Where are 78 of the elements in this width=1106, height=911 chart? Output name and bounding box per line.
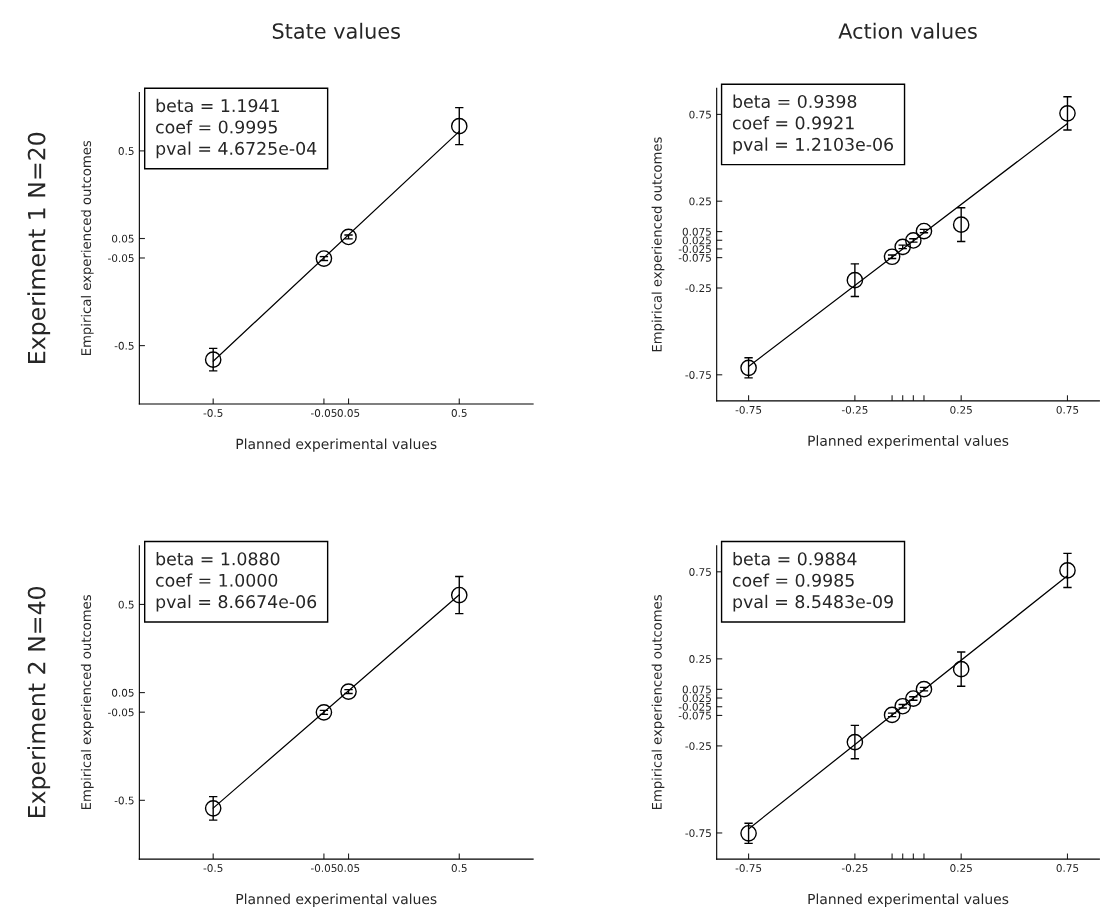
y-tick-label: -0.75 — [685, 371, 711, 379]
point — [915, 680, 933, 698]
annotation: beta = 0.9884 coef = 0.9985 pval = 8.5483e-09 — [732, 551, 893, 612]
point — [952, 216, 970, 233]
x-tick-label: 0.25 — [950, 405, 972, 414]
x-tick-label: 0.5 — [451, 864, 467, 872]
x-tick-label: -0.5 — [203, 409, 223, 417]
y-tick-label: 0.025 — [682, 236, 711, 245]
y-tick-label: 0.075 — [682, 685, 711, 694]
y-tick-label: 0.5 — [118, 147, 134, 155]
x-tick-label: 0.05 — [337, 864, 360, 872]
point — [450, 117, 468, 135]
annotation: beta = 1.1941 coef = 0.9995 pval = 4.6725e-04 — [156, 98, 317, 159]
x-tick-label: 0.75 — [1056, 405, 1079, 414]
y-tick-label: -0.5 — [114, 341, 134, 350]
y-tick-label: -0.075 — [678, 253, 711, 262]
x-tick-label: -0.05 — [310, 864, 337, 872]
text: Experiment 1 N=20 — [27, 132, 51, 363]
y-tick-label: -0.05 — [108, 708, 134, 717]
x-tick-label: -0.05 — [310, 409, 337, 417]
point — [915, 222, 933, 240]
y-tick-label: -0.25 — [685, 742, 711, 751]
x-axis-title: Planned experimental values — [236, 893, 437, 907]
y-tick-label: -0.075 — [678, 711, 711, 720]
chart-title: State values — [272, 22, 400, 39]
y-tick-label: 0.25 — [689, 655, 711, 663]
y-tick-label: -0.025 — [678, 702, 711, 711]
point — [952, 660, 970, 678]
point — [340, 683, 357, 700]
point — [1059, 105, 1076, 122]
x-axis-title: Planned experimental values — [808, 435, 1009, 449]
x-axis-title: Planned experimental values — [236, 438, 437, 452]
x-tick-label: -0.75 — [735, 405, 762, 414]
annotation: beta = 1.0880 coef = 1.0000 pval = 8.6674e-06 — [156, 551, 317, 612]
point — [204, 800, 222, 817]
y-axis-title: Empirical experienced outcomes — [80, 595, 94, 810]
point — [846, 271, 864, 289]
x-tick-label: -0.75 — [735, 864, 762, 872]
y-tick-label: 0.75 — [689, 568, 711, 576]
y-tick-label: 0.25 — [689, 197, 711, 206]
point — [204, 351, 222, 368]
point — [450, 586, 468, 604]
x-tick-label: -0.25 — [841, 405, 868, 414]
point — [883, 706, 901, 724]
y-axis-title: Empirical experienced outcomes — [651, 137, 665, 352]
point — [894, 238, 912, 256]
y-tick-label: -0.5 — [114, 796, 134, 805]
x-tick-label: 0.5 — [451, 409, 467, 417]
point — [905, 690, 922, 707]
point — [894, 697, 912, 715]
y-axis-title: Empirical experienced outcomes — [651, 595, 665, 810]
point — [1059, 562, 1076, 579]
x-tick-label: 0.25 — [950, 864, 972, 872]
point — [315, 704, 333, 721]
y-tick-label: 0.025 — [682, 694, 711, 703]
point — [905, 232, 922, 249]
point — [846, 733, 864, 751]
text: Experiment 2 N=40 — [27, 586, 51, 818]
chart-title: Action values — [838, 22, 977, 39]
y-tick-label: 0.5 — [118, 600, 134, 609]
x-tick-label: -0.25 — [841, 864, 868, 872]
y-tick-label: 0.075 — [682, 227, 711, 236]
point — [315, 250, 333, 267]
y-tick-label: -0.75 — [685, 829, 711, 838]
y-tick-label: 0.05 — [111, 688, 134, 697]
y-axis-title: Empirical experienced outcomes — [80, 140, 94, 355]
y-tick-label: 0.05 — [111, 234, 134, 243]
x-tick-label: 0.05 — [337, 409, 360, 417]
x-tick-label: -0.5 — [203, 864, 223, 872]
y-tick-label: -0.05 — [108, 254, 134, 263]
point — [340, 228, 357, 246]
y-tick-label: -0.25 — [685, 284, 711, 293]
point — [883, 248, 901, 266]
x-axis-title: Planned experimental values — [808, 893, 1009, 907]
annotation: beta = 0.9398 coef = 0.9921 pval = 1.2103e-06 — [732, 94, 894, 155]
y-tick-label: -0.025 — [678, 245, 711, 254]
y-tick-label: 0.75 — [689, 110, 711, 119]
x-tick-label: 0.75 — [1056, 864, 1079, 872]
